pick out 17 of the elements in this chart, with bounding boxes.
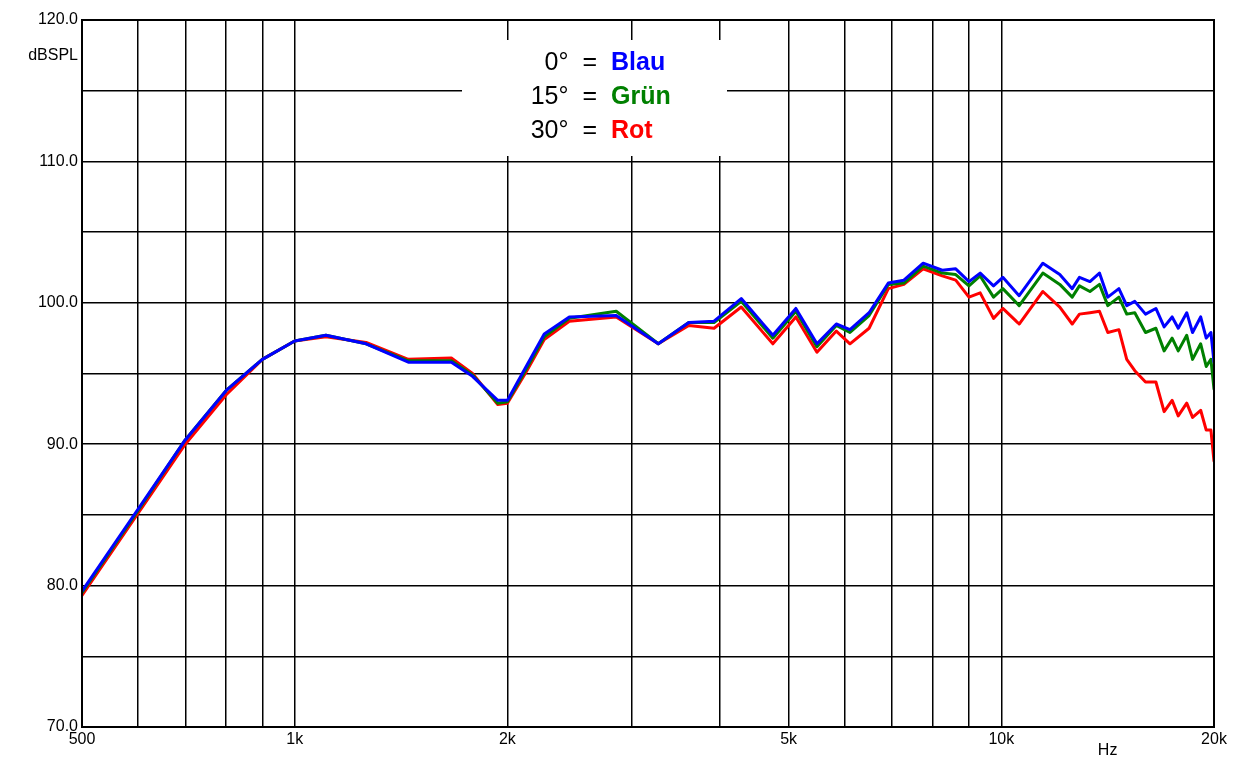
- legend-panel: 0° = Blau 15° = Grün 30° = Rot: [462, 40, 727, 156]
- annotation: 0° =: [543, 46, 598, 77]
- x-tick-label: 500: [68, 730, 96, 748]
- x-axis-title: Hz: [1097, 741, 1118, 759]
- x-tick-label: 5k: [780, 730, 799, 748]
- y-tick-label: 80.0: [46, 576, 79, 594]
- annotation: 30° =: [529, 114, 598, 145]
- x-tick-label: 1k: [286, 730, 305, 748]
- x-tick-label: 20k: [1201, 730, 1228, 748]
- x-tick-label: 2k: [498, 730, 517, 748]
- y-axis-title: dBSPL: [28, 45, 79, 63]
- y-tick-label: 90.0: [46, 434, 79, 452]
- x-tick-label: 10k: [988, 730, 1016, 748]
- annotation: 15° =: [529, 80, 598, 111]
- y-tick-label: 110.0: [39, 151, 79, 169]
- y-tick-label: 100.0: [37, 293, 79, 311]
- y-tick-label: 120.0: [37, 10, 79, 28]
